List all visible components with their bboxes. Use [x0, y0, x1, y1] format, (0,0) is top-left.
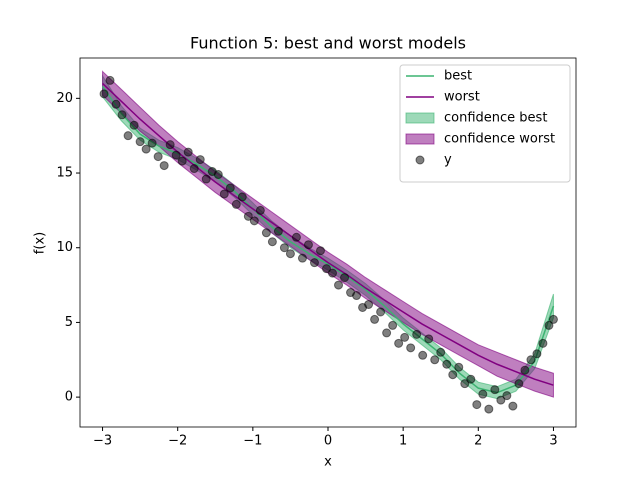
scatter-point — [171, 150, 181, 160]
scatter-point — [430, 355, 440, 365]
scatter-point — [123, 131, 133, 141]
scatter-point — [538, 338, 548, 348]
scatter-point — [309, 258, 319, 268]
scatter-point — [111, 99, 121, 109]
legend-label: y — [444, 153, 452, 168]
scatter-point — [382, 328, 392, 338]
scatter-point — [105, 75, 115, 85]
scatter-point — [99, 89, 109, 99]
scatter-point — [267, 237, 277, 247]
scatter-point — [129, 120, 139, 130]
scatter-point — [321, 264, 331, 274]
scatter-point — [514, 379, 524, 389]
scatter-point — [370, 314, 380, 324]
scatter-point — [424, 334, 434, 344]
scatter-point — [297, 253, 307, 263]
scatter-point — [189, 164, 199, 174]
x-tick-label: −2 — [168, 434, 187, 449]
scatter-point — [340, 273, 350, 283]
scatter-point — [532, 349, 542, 359]
scatter-point — [141, 144, 151, 154]
scatter-point — [183, 147, 193, 157]
y-tick-label: 5 — [65, 315, 73, 330]
scatter-point — [478, 389, 488, 399]
scatter-point — [117, 110, 127, 120]
legend-swatch — [415, 155, 425, 165]
scatter-point — [376, 307, 386, 317]
scatter-point — [291, 232, 301, 242]
scatter-point — [315, 246, 325, 256]
scatter-point — [394, 338, 404, 348]
scatter-point — [225, 183, 235, 193]
x-tick-label: −1 — [243, 434, 262, 449]
scatter-point — [153, 152, 163, 162]
scatter-point — [255, 205, 265, 215]
confidence-band — [102, 70, 554, 398]
scatter-point — [201, 174, 211, 184]
scatter-point — [135, 137, 145, 147]
scatter-point — [548, 314, 558, 324]
scatter-point — [502, 391, 512, 401]
scatter-point — [484, 404, 494, 414]
x-tick-label: 3 — [549, 434, 557, 449]
scatter-point — [520, 365, 530, 375]
scatter-point — [418, 350, 428, 360]
legend-label: confidence best — [444, 111, 547, 126]
scatter-point — [177, 156, 187, 166]
x-tick-label: 1 — [399, 434, 407, 449]
scatter-point — [303, 240, 313, 250]
scatter-point — [448, 370, 458, 380]
scatter-point — [508, 401, 518, 411]
legend-swatch — [405, 133, 435, 145]
scatter-point — [490, 385, 500, 395]
y-tick-label: 0 — [65, 390, 73, 405]
scatter-point — [328, 268, 338, 278]
scatter-point — [147, 138, 157, 148]
scatter-point — [388, 320, 398, 330]
legend-label: confidence worst — [444, 132, 555, 147]
scatter-point — [472, 400, 482, 410]
scatter-point — [406, 343, 416, 353]
legend-box — [399, 64, 571, 183]
legend-label: worst — [444, 90, 480, 105]
scatter-point — [544, 320, 554, 330]
scatter-point — [165, 140, 175, 150]
x-tick-label: −3 — [93, 434, 112, 449]
scatter-point — [364, 299, 374, 309]
scatter-point — [219, 189, 229, 199]
scatter-point — [231, 199, 241, 209]
scatter-point — [460, 379, 470, 389]
legend-swatch — [405, 112, 435, 124]
x-tick-label: 0 — [324, 434, 332, 449]
scatter-point — [352, 291, 362, 301]
x-tick-label: 2 — [474, 434, 482, 449]
y-tick-label: 10 — [56, 240, 73, 255]
scatter-point — [496, 395, 506, 405]
x-axis-label: x — [324, 455, 332, 470]
scatter-point — [237, 192, 247, 202]
scatter-point — [195, 155, 205, 165]
scatter-point — [436, 347, 446, 357]
chart-title: Function 5: best and worst models — [190, 34, 466, 53]
scatter-point — [334, 280, 344, 290]
scatter-point — [454, 362, 464, 372]
scatter-point — [213, 170, 223, 180]
scatter-point — [285, 249, 295, 259]
y-axis-label: f(x) — [33, 232, 48, 254]
scatter-point — [466, 374, 476, 384]
scatter-point — [442, 359, 452, 369]
scatter-point — [273, 226, 283, 236]
scatter-point — [243, 211, 253, 221]
scatter-point — [249, 216, 259, 226]
scatter-point — [400, 332, 410, 342]
scatter-point — [412, 329, 422, 339]
y-tick-label: 15 — [56, 166, 73, 181]
scatter-point — [159, 161, 169, 171]
legend-label: best — [444, 69, 472, 84]
scatter-point — [261, 228, 271, 238]
y-tick-label: 20 — [56, 91, 73, 106]
scatter-point — [279, 243, 289, 253]
scatter-point — [526, 355, 536, 365]
